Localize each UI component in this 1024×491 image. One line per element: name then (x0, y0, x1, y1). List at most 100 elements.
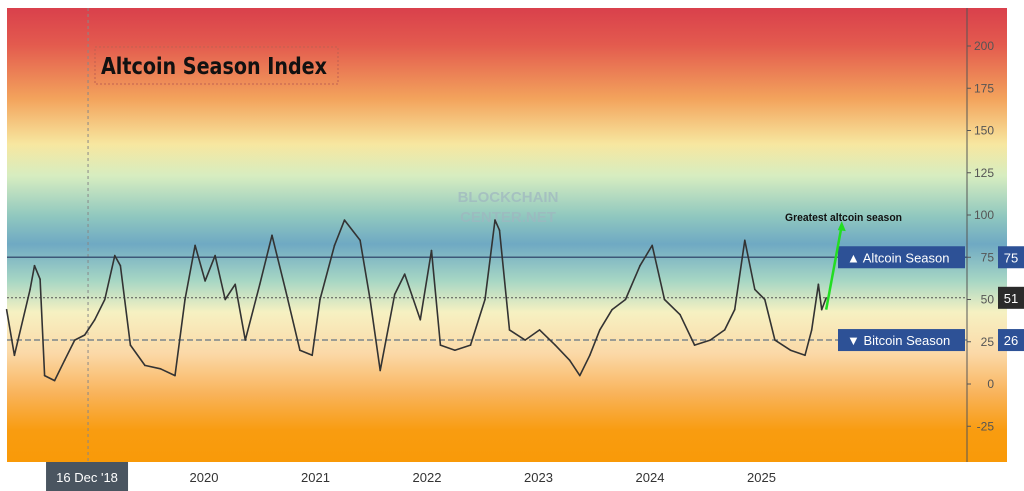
annotation-arrow (824, 224, 844, 310)
data-point (679, 313, 681, 316)
data-point (820, 308, 823, 311)
x-tick-label: 2021 (301, 470, 330, 485)
data-point (319, 298, 321, 301)
altcoin-season-label-box (838, 246, 965, 269)
data-point (754, 288, 756, 291)
x-tick-label: 2024 (636, 470, 665, 485)
data-point (454, 349, 456, 352)
data-point (538, 329, 541, 331)
data-point (39, 278, 41, 281)
data-point (333, 244, 336, 247)
y-tick-label: 75 (981, 250, 995, 264)
data-point (469, 344, 472, 346)
bitcoin-season-label-box (838, 329, 965, 352)
y-tick-label: -25 (977, 419, 995, 433)
data-point (258, 283, 261, 286)
data-point (789, 349, 792, 352)
data-point (174, 374, 176, 377)
svg-text:BLOCKCHAIN: BLOCKCHAIN (458, 189, 559, 206)
y-tick-label: 100 (974, 208, 994, 222)
current-value-label: 51 (1004, 291, 1018, 306)
data-point (379, 369, 381, 372)
data-point (234, 283, 237, 286)
y-tick-label: 25 (981, 335, 995, 349)
crosshair-date-label: 16 Dec '18 (56, 470, 118, 485)
data-point (29, 288, 31, 291)
data-point (33, 264, 36, 267)
x-tick-label: 2025 (747, 470, 776, 485)
data-point (430, 249, 433, 252)
data-point (194, 244, 196, 247)
data-point (184, 298, 186, 301)
data-point (484, 298, 486, 301)
data-point (159, 367, 162, 370)
data-point (53, 379, 56, 382)
bitcoin-season-value-label: 26 (1004, 333, 1018, 348)
altcoin-season-value-label: 75 (1004, 250, 1018, 265)
data-point (810, 329, 813, 331)
title-box (94, 46, 339, 85)
data-point (129, 344, 132, 346)
data-point (439, 344, 442, 346)
data-point (693, 344, 696, 346)
data-point (369, 298, 371, 301)
data-point (214, 254, 216, 257)
data-point (639, 264, 641, 267)
y-tick-label: 0 (987, 377, 994, 391)
data-point (611, 308, 613, 311)
data-point (817, 283, 820, 286)
data-point (204, 280, 206, 282)
data-point (568, 359, 571, 362)
data-point (494, 219, 496, 221)
data-point (144, 364, 146, 367)
watermark: BLOCKCHAIN CENTER.NET (458, 189, 559, 226)
data-point (599, 329, 601, 331)
data-point (825, 297, 827, 299)
data-point (588, 354, 591, 357)
data-point (554, 344, 557, 346)
data-point (804, 354, 806, 357)
data-point (403, 273, 406, 275)
data-point (359, 239, 361, 242)
data-point (311, 354, 313, 357)
data-point (299, 349, 301, 352)
crosshair-date-box (46, 462, 129, 491)
data-point (5, 308, 8, 311)
data-point (114, 254, 116, 257)
data-point (73, 339, 76, 341)
data-point (63, 359, 66, 362)
data-point (733, 308, 736, 311)
data-point (119, 264, 122, 267)
current-value-box (998, 286, 1024, 309)
bitcoin-season-label: ▼ Bitcoin Season (847, 333, 950, 348)
x-tick-label: 2023 (524, 470, 553, 485)
data-point (764, 298, 766, 301)
data-point (103, 298, 106, 301)
data-point (244, 339, 247, 341)
svg-text:CENTER.NET: CENTER.NET (460, 209, 556, 226)
data-point (393, 293, 396, 296)
y-tick-label: 125 (974, 166, 994, 180)
chart-title: Altcoin Season Index (101, 54, 327, 80)
data-point (774, 339, 776, 341)
data-point (578, 374, 581, 377)
data-point (709, 339, 712, 341)
data-point (43, 374, 46, 377)
data-point (284, 288, 287, 291)
altcoin-season-value-box (998, 246, 1024, 269)
bitcoin-season-value-box (998, 329, 1024, 352)
data-point (508, 329, 511, 331)
data-point (651, 244, 654, 247)
y-tick-label: 50 (981, 293, 995, 307)
data-point (224, 298, 226, 301)
y-tick-label: 200 (974, 39, 994, 53)
data-point (723, 329, 726, 331)
y-tick-label: 150 (974, 124, 994, 138)
data-point (524, 339, 526, 341)
data-point (624, 298, 627, 301)
arrow-head-icon (837, 221, 846, 232)
data-point (271, 234, 273, 237)
annotation-text: Greatest altcoin season (785, 212, 902, 224)
